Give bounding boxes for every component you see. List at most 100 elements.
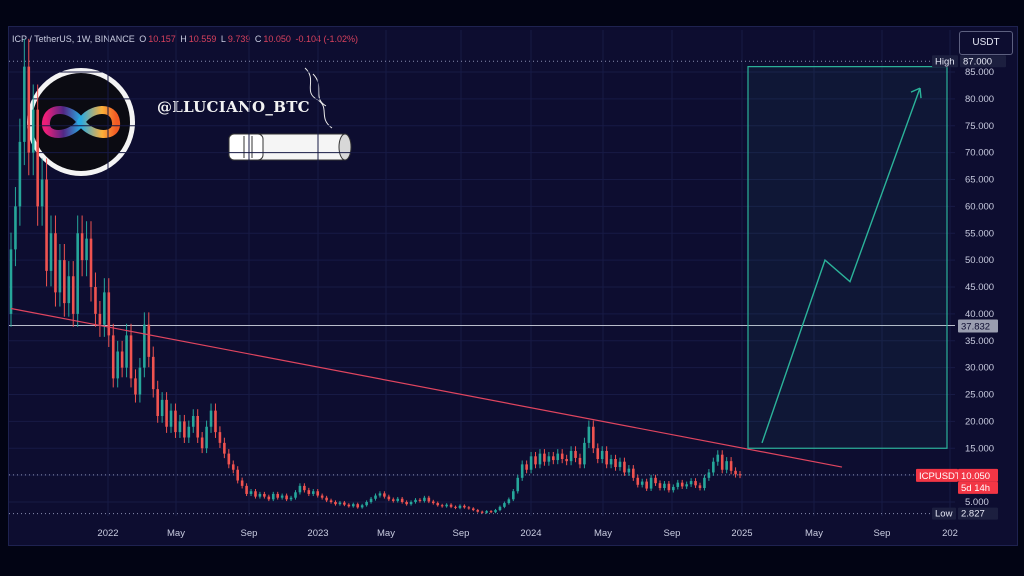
candle-body xyxy=(165,399,168,427)
open-value: 10.157 xyxy=(148,34,176,44)
candle-body xyxy=(236,469,240,481)
candle-body xyxy=(156,389,159,416)
candle-body xyxy=(63,260,66,304)
candle-body xyxy=(303,485,306,491)
candle-body xyxy=(111,335,115,379)
candle-body xyxy=(552,456,555,461)
candle-body xyxy=(214,410,217,433)
candle-body xyxy=(356,504,360,508)
candle-body xyxy=(294,492,297,498)
candle-body xyxy=(480,511,484,513)
candle-body xyxy=(614,459,617,468)
x-tick-label: Sep xyxy=(453,528,470,539)
last-symbol-tag-bg xyxy=(916,468,958,482)
candle-body xyxy=(685,484,688,487)
candle-body xyxy=(89,238,93,287)
candle-body xyxy=(529,456,533,470)
candle-body xyxy=(458,505,462,508)
y-tick-label: 80.000 xyxy=(965,94,994,105)
candle-body xyxy=(138,367,142,395)
y-tick-label: 65.000 xyxy=(965,175,994,186)
candle-body xyxy=(40,179,44,207)
y-tick-label: 15.000 xyxy=(965,443,994,454)
candle-body xyxy=(36,109,39,207)
candle-body xyxy=(338,502,342,505)
candle-body xyxy=(467,507,471,509)
candle-body xyxy=(556,453,560,461)
low-tag-value-bg xyxy=(958,507,998,520)
candle-body xyxy=(58,260,62,293)
candle-body xyxy=(120,351,124,368)
y-tick-label: 55.000 xyxy=(965,228,994,239)
candle-body xyxy=(427,497,431,502)
candle-body xyxy=(289,497,293,500)
candle-body xyxy=(169,410,173,427)
candle-body xyxy=(658,483,662,489)
candle-body xyxy=(707,472,711,478)
high-value: 10.559 xyxy=(188,34,217,44)
candle-body xyxy=(725,461,728,470)
y-tick-label: 20.000 xyxy=(965,416,994,427)
candle-body xyxy=(160,399,164,416)
candle-body xyxy=(409,502,413,505)
y-axis: 5.00010.00015.00020.00025.00030.00035.00… xyxy=(965,67,994,508)
candle-body xyxy=(436,503,440,506)
candle-body xyxy=(178,421,182,433)
candle-body xyxy=(134,378,137,395)
candle-body xyxy=(592,426,595,449)
candle-body xyxy=(71,276,75,314)
candle-body xyxy=(369,498,373,502)
candle-body xyxy=(712,461,715,473)
x-tick-label: 2023 xyxy=(307,528,328,539)
x-tick-label: May xyxy=(805,528,823,539)
candle-body xyxy=(245,485,248,494)
candle-body xyxy=(454,506,457,508)
candle-body xyxy=(738,474,742,476)
candle-body xyxy=(560,453,564,459)
candle-body xyxy=(627,468,631,473)
candle-body xyxy=(400,498,404,502)
candle-body xyxy=(107,292,111,336)
candle-body xyxy=(587,426,591,443)
candle-body xyxy=(636,477,640,485)
candle-body xyxy=(94,287,97,314)
candle-body xyxy=(9,249,13,314)
y-tick-label: 70.000 xyxy=(965,148,994,159)
candle-body xyxy=(618,461,622,468)
candle-body xyxy=(249,491,253,494)
symbol-info: ICP / TetherUS, 1W, BINANCE O 10.157 H 10.… xyxy=(12,34,360,44)
level-tag-bg xyxy=(958,319,998,333)
last-price-tag-bg xyxy=(958,468,998,482)
candle-body xyxy=(347,504,351,507)
candle-body xyxy=(76,233,79,314)
candle-body xyxy=(280,495,284,498)
y-tick-label: 75.000 xyxy=(965,121,994,132)
candle-body xyxy=(67,276,71,304)
candle-body xyxy=(343,502,346,505)
candle-body xyxy=(200,437,204,449)
candle-body xyxy=(334,502,337,505)
x-tick-label: May xyxy=(167,528,185,539)
candle-body xyxy=(485,511,488,513)
candle-body xyxy=(672,486,675,491)
high-tag-value-bg xyxy=(960,55,1006,68)
candle-body xyxy=(649,477,653,489)
last-price-tag: 10.050 xyxy=(961,471,990,482)
candle-body xyxy=(174,410,177,433)
low-label: L xyxy=(220,34,226,44)
candle-body xyxy=(151,356,155,390)
candle-body xyxy=(623,461,626,473)
candle-body xyxy=(329,500,333,502)
currency-button[interactable]: USDT xyxy=(959,31,1013,55)
candle-body xyxy=(538,453,542,465)
candle-body xyxy=(511,491,515,500)
candle-body xyxy=(231,464,235,470)
y-tick-label: 45.000 xyxy=(965,282,994,293)
candle-body xyxy=(263,493,266,497)
x-tick-label: 2024 xyxy=(520,528,541,539)
y-tick-label: 60.000 xyxy=(965,201,994,212)
low-tag-value: 2.827 xyxy=(961,509,985,520)
candle-body xyxy=(267,496,271,500)
candle-body xyxy=(471,508,475,511)
